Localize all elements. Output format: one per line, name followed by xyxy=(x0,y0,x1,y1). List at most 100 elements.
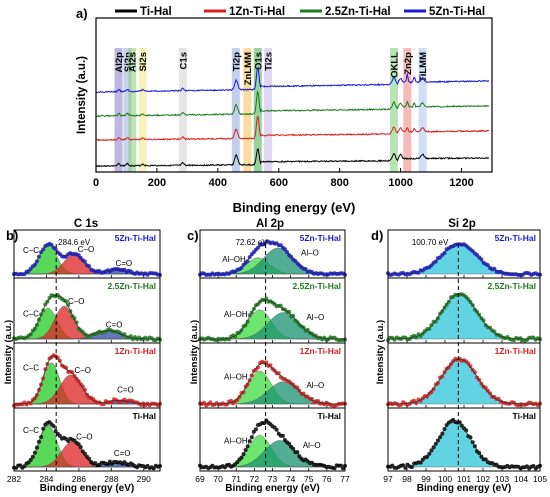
x-tick-label: 1200 xyxy=(449,177,473,189)
band-label: Ti2s xyxy=(264,52,275,71)
x-tick-label: 288 xyxy=(104,474,118,484)
reference-label: 284.6 eV xyxy=(58,238,91,247)
data-point xyxy=(287,309,292,314)
x-tick-label: 70 xyxy=(213,474,223,484)
component-label: Al–O xyxy=(301,248,319,257)
band-label: TiLMM xyxy=(418,52,429,82)
subplot-1zn-ti-hal: 1Zn-Ti-Hal Al–OH Al–O xyxy=(198,342,347,409)
band-si2p xyxy=(123,48,132,172)
x-tick-label: 105 xyxy=(533,474,547,484)
band-label: ZnLMM xyxy=(243,52,254,85)
data-point xyxy=(64,365,69,370)
band-label: Zn2p xyxy=(403,52,414,75)
panel-a-frame xyxy=(95,17,493,173)
data-point xyxy=(276,371,281,376)
reference-label: 72.62 eV xyxy=(236,238,269,247)
component-label: C=O xyxy=(114,449,131,458)
fit-envelope xyxy=(388,358,540,405)
x-axis-label: Binding energy (eV) xyxy=(417,483,511,494)
band-label: Ti2p xyxy=(231,52,242,72)
x-tick-label: 800 xyxy=(331,177,349,189)
band-ti2p xyxy=(231,48,240,172)
component-peak xyxy=(200,440,345,468)
sample-label: Ti-Hal xyxy=(318,411,341,421)
subplot-25zn-ti-hal: 2.5Zn-Ti-Hal Al–OH Al–O xyxy=(198,277,347,344)
data-point xyxy=(427,326,432,331)
component-label: C–O xyxy=(68,297,84,306)
sample-label: 2.5Zn-Ti-Hal xyxy=(488,281,537,291)
subplot-ti-hal: Ti-Hal Al–OH Al–O xyxy=(198,407,347,472)
subplot-5zn-ti-hal: 5Zn-Ti-Hal xyxy=(386,229,542,279)
component-label: C=O xyxy=(117,385,134,394)
legend-label: 5Zn-Ti-Hal xyxy=(429,6,485,18)
sample-label: 5Zn-Ti-Hal xyxy=(495,233,536,243)
legend-label: 1Zn-Ti-Hal xyxy=(229,6,285,18)
fit-envelope xyxy=(388,293,540,340)
x-tick-label: 103 xyxy=(495,474,509,484)
component-label: Al–OH xyxy=(224,310,248,319)
component-label: Al–O xyxy=(303,441,321,450)
component-label: C=O xyxy=(106,320,123,329)
fit-envelope xyxy=(200,241,345,275)
x-tick-label: 284 xyxy=(39,474,53,484)
x-tick-label: 72 xyxy=(250,474,260,484)
y-axis-label: Intensity (a.u.) xyxy=(375,320,386,384)
data-point xyxy=(245,259,250,264)
x-tick-label: 73 xyxy=(268,474,278,484)
component-label: Al–O xyxy=(306,381,324,390)
component-label: Al–O xyxy=(306,313,324,322)
sample-label: 1Zn-Ti-Hal xyxy=(300,346,341,356)
fit-envelope xyxy=(13,295,160,340)
y-axis-label: Intensity (a.u.) xyxy=(76,56,88,134)
band-al2p xyxy=(114,48,123,172)
data-point xyxy=(464,428,469,433)
band-label: Al2s xyxy=(128,52,139,72)
x-tick-label: 97 xyxy=(383,474,393,484)
x-axis-label: Binding energy (eV) xyxy=(225,483,319,494)
band-label: OKLL xyxy=(389,52,400,78)
band-si2s xyxy=(138,48,147,172)
x-tick-label: 286 xyxy=(72,474,86,484)
band-tilmm xyxy=(418,48,427,172)
sample-label: 2.5Zn-Ti-Hal xyxy=(293,281,342,291)
x-tick-label: 104 xyxy=(514,474,528,484)
data-point xyxy=(280,433,285,438)
panel-tag: d) xyxy=(371,228,383,243)
x-tick-label: 290 xyxy=(137,474,151,484)
data-point xyxy=(80,384,85,389)
fit-envelope xyxy=(200,362,345,405)
fit-envelope xyxy=(14,243,160,275)
subplot-1zn-ti-hal: 1Zn-Ti-Hal xyxy=(386,342,542,409)
sample-label: Ti-Hal xyxy=(513,411,536,421)
band-label: O1s xyxy=(253,52,264,70)
fit-envelope xyxy=(200,299,345,340)
data-point xyxy=(82,259,87,264)
x-tick-label: 1000 xyxy=(388,177,412,189)
data-point xyxy=(483,385,488,390)
data-point xyxy=(466,361,471,366)
panel-title: Al 2p xyxy=(256,218,284,230)
x-tick-label: 75 xyxy=(304,474,314,484)
subplot-25zn-ti-hal: 2.5Zn-Ti-Hal C–C C–O C=O xyxy=(12,277,162,344)
x-tick-label: 69 xyxy=(195,474,205,484)
data-point xyxy=(64,299,69,304)
data-point xyxy=(425,394,430,399)
panel-b: C 1s b) 5Zn-Ti-Hal C–C C–O C=O 2.5Zn-Ti-Hal C–C… xyxy=(3,218,162,494)
x-tick-label: 98 xyxy=(402,474,412,484)
reference-label: 100.70 eV xyxy=(412,238,449,247)
x-tick-label: 71 xyxy=(232,474,242,484)
data-point xyxy=(309,397,314,401)
component-label: C–C xyxy=(23,426,39,435)
component-label: Al–OH xyxy=(222,255,246,264)
subplot-1zn-ti-hal: 1Zn-Ti-Hal C–C C–O C=O xyxy=(12,342,162,409)
data-point xyxy=(235,398,240,402)
x-tick-label: 102 xyxy=(476,474,490,484)
sample-label: 1Zn-Ti-Hal xyxy=(115,346,156,356)
survey-line-1zn-ti-hal xyxy=(95,115,490,142)
sample-label: 1Zn-Ti-Hal xyxy=(495,346,536,356)
x-tick-label: 0 xyxy=(93,177,99,189)
component-label: C–C xyxy=(23,364,39,373)
data-point xyxy=(241,390,246,395)
survey-line-25zn-ti-hal xyxy=(95,90,490,118)
data-point xyxy=(256,365,260,370)
